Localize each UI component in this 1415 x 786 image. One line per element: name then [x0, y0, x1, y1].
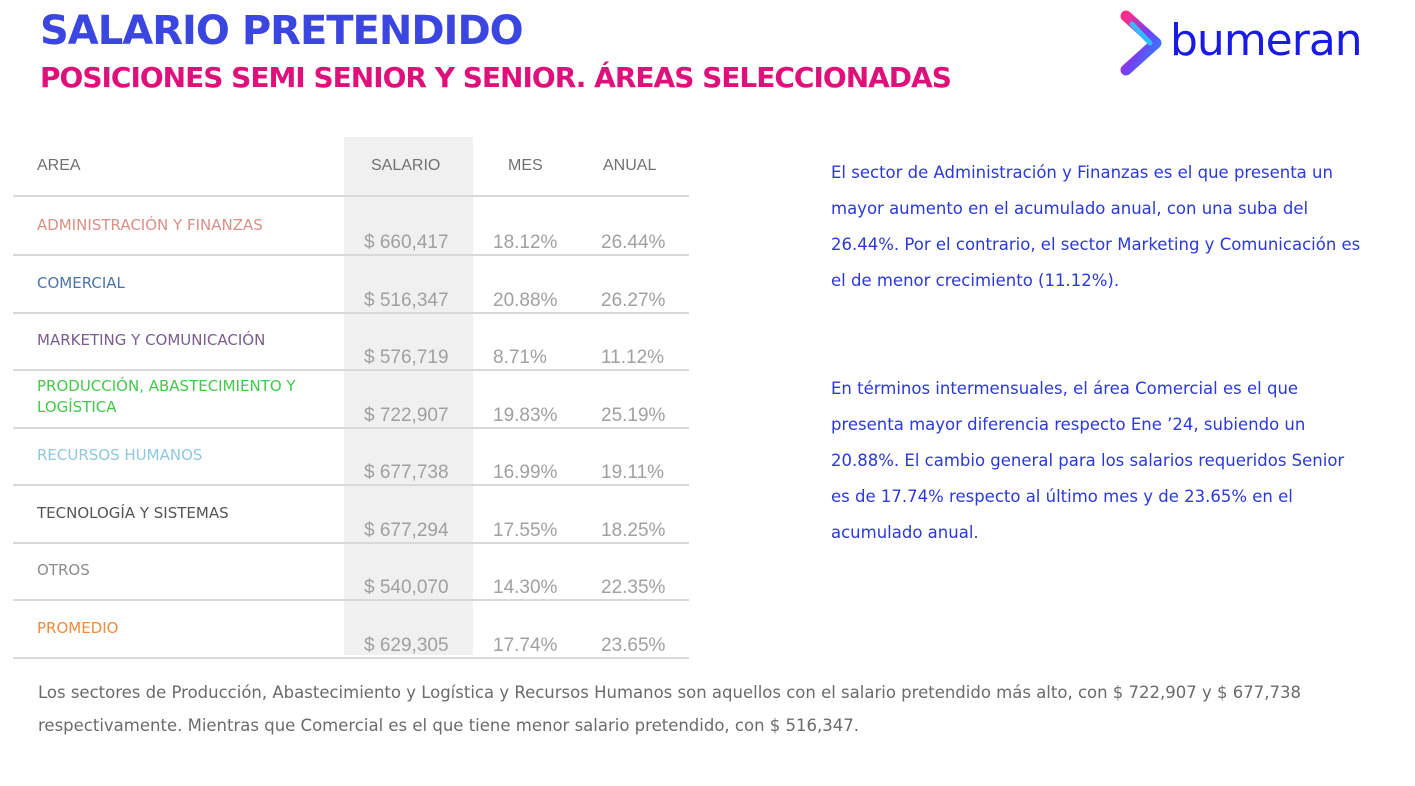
table-row: COMERCIAL $ 516,347 20.88% 26.27% — [13, 255, 689, 314]
column-header-salario: SALARIO — [371, 157, 441, 174]
annual-change: 11.12% — [601, 347, 665, 368]
monthly-change: 8.71% — [493, 347, 547, 368]
table-row: OTROS $ 540,070 14.30% 22.35% — [13, 542, 689, 601]
monthly-change: 20.88% — [493, 289, 558, 311]
page-title: SALARIO PRETENDIDO — [40, 8, 524, 54]
column-header-anual: ANUAL — [603, 157, 657, 174]
annual-change: 26.27% — [601, 289, 666, 311]
commentary-paragraph-2: En términos intermensuales, el área Come… — [831, 379, 1345, 542]
footer-summary: Los sectores de Producción, Abastecimien… — [38, 683, 1302, 735]
area-name: MARKETING Y COMUNICACIÓN — [37, 331, 266, 349]
area-name: PROMEDIO — [37, 618, 119, 637]
salary-value: $ 722,907 — [364, 404, 449, 426]
annual-change: 22.35% — [601, 577, 666, 598]
annual-change: 18.25% — [601, 519, 666, 541]
area-name: OTROS — [37, 561, 90, 579]
salary-value: $ 677,294 — [364, 519, 449, 541]
monthly-change: 17.74% — [493, 634, 558, 656]
area-name: TECNOLOGÍA Y SISTEMAS — [37, 503, 229, 522]
table-row: PRODUCCIÓN, ABASTECIMIENTO Y LOGÍSTICA $ … — [13, 370, 689, 429]
salary-value: $ 516,347 — [364, 289, 449, 311]
annual-change: 26.44% — [601, 232, 666, 253]
bumeran-chevron-logo-icon — [1120, 10, 1162, 76]
area-name: ADMINISTRACIÓN Y FINANZAS — [37, 216, 263, 234]
monthly-change: 18.12% — [493, 232, 558, 253]
area-name: RECURSOS HUMANOS — [37, 446, 203, 464]
annual-change: 23.65% — [601, 634, 666, 656]
salary-value: $ 576,719 — [364, 347, 449, 368]
table-row: PROMEDIO $ 629,305 17.74% 23.65% — [13, 600, 689, 659]
table-row: MARKETING Y COMUNICACIÓN $ 576,719 8.71% 11… — [13, 312, 689, 371]
table-header-row: AREA SALARIO MES ANUAL — [13, 137, 689, 197]
monthly-change: 14.30% — [493, 577, 558, 598]
salary-value: $ 629,305 — [364, 634, 449, 656]
commentary-paragraph-1: El sector de Administración y Finanzas e… — [831, 163, 1361, 290]
salary-table: AREA SALARIO MES ANUAL ADMINISTRACIÓN Y … — [13, 137, 689, 659]
annual-change: 19.11% — [601, 462, 665, 483]
salary-value: $ 660,417 — [364, 232, 449, 253]
area-name: COMERCIAL — [37, 273, 125, 292]
monthly-change: 16.99% — [493, 462, 558, 483]
bumeran-logo: bumeran — [1118, 10, 1363, 76]
salary-value: $ 677,738 — [364, 462, 449, 483]
logo-wordmark: bumeran — [1170, 14, 1363, 66]
page-subtitle: POSICIONES SEMI SENIOR Y SENIOR. ÁREAS S… — [40, 61, 952, 94]
column-header-mes: MES — [508, 157, 543, 174]
monthly-change: 17.55% — [493, 519, 558, 541]
area-name: PRODUCCIÓN, ABASTECIMIENTO Y LOGÍSTICA — [37, 376, 296, 416]
table-row: ADMINISTRACIÓN Y FINANZAS $ 660,417 18.12%… — [13, 197, 689, 256]
table-row: RECURSOS HUMANOS $ 677,738 16.99% 19.11% — [13, 427, 689, 486]
salary-column-highlight — [344, 137, 473, 655]
table-row: TECNOLOGÍA Y SISTEMAS $ 677,294 17.55% 18.2… — [13, 485, 689, 544]
column-header-area: AREA — [37, 157, 81, 174]
monthly-change: 19.83% — [493, 404, 558, 426]
salary-value: $ 540,070 — [364, 577, 449, 598]
annual-change: 25.19% — [601, 404, 666, 426]
